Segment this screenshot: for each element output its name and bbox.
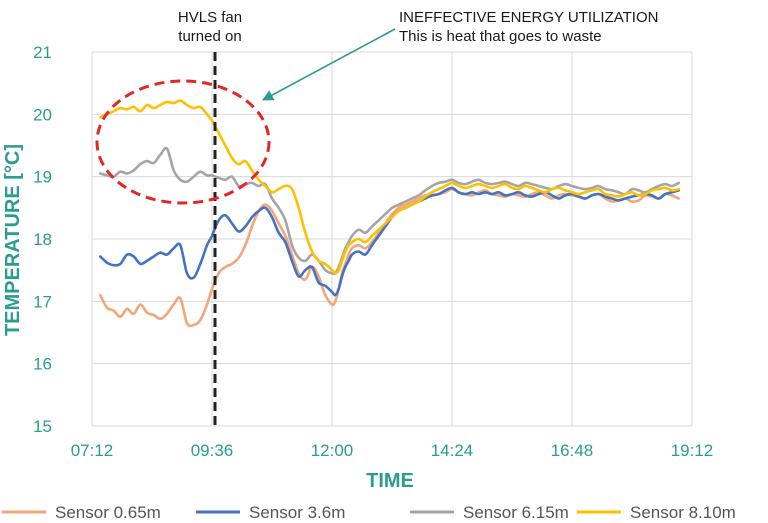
x-tick-label: 16:48: [551, 441, 594, 460]
fan-annotation-line2: turned on: [178, 28, 241, 45]
y-axis-title: TEMPERATURE [°C]: [2, 144, 24, 336]
x-tick-label: 09:36: [191, 441, 234, 460]
x-axis-title: TIME: [366, 470, 414, 492]
waste-annotation-line2: This is heat that goes to waste: [399, 28, 602, 45]
legend-label-2: Sensor 3.6m: [249, 503, 345, 522]
legend-label-1: Sensor 0.65m: [55, 503, 161, 522]
series-line-4: [99, 99, 680, 275]
x-tick-label: 19:12: [671, 441, 714, 460]
x-axis-ticks: 07:12 09:36 12:00 14:24 16:48 19:12: [71, 441, 714, 460]
series-line-3: [99, 146, 680, 276]
x-tick-label: 12:00: [311, 441, 354, 460]
waste-heat-ellipse: [95, 79, 271, 205]
y-axis-ticks: 15 16 17 18 19 20 21: [33, 43, 52, 436]
legend-label-3: Sensor 6.15m: [463, 503, 569, 522]
legend-label-4: Sensor 8.10m: [630, 503, 736, 522]
y-tick-label: 20: [33, 105, 52, 124]
series-lines: [99, 99, 680, 328]
waste-annotation-line1: INEFFECTIVE ENERGY UTILIZATION: [399, 9, 658, 26]
x-tick-label: 07:12: [71, 441, 114, 460]
y-tick-label: 16: [33, 355, 52, 374]
y-tick-label: 18: [33, 230, 52, 249]
fan-annotation-line1: HVLS fan: [178, 9, 242, 26]
annotation-arrow: [262, 28, 396, 101]
y-tick-label: 17: [33, 292, 52, 311]
y-tick-label: 21: [33, 43, 52, 62]
gridlines: [91, 51, 693, 427]
series-line-2: [99, 186, 680, 297]
y-tick-label: 15: [33, 417, 52, 436]
legend: Sensor 0.65m Sensor 3.6m Sensor 6.15m Senso…: [2, 503, 736, 522]
y-tick-label: 19: [33, 168, 52, 187]
x-tick-label: 14:24: [431, 441, 474, 460]
